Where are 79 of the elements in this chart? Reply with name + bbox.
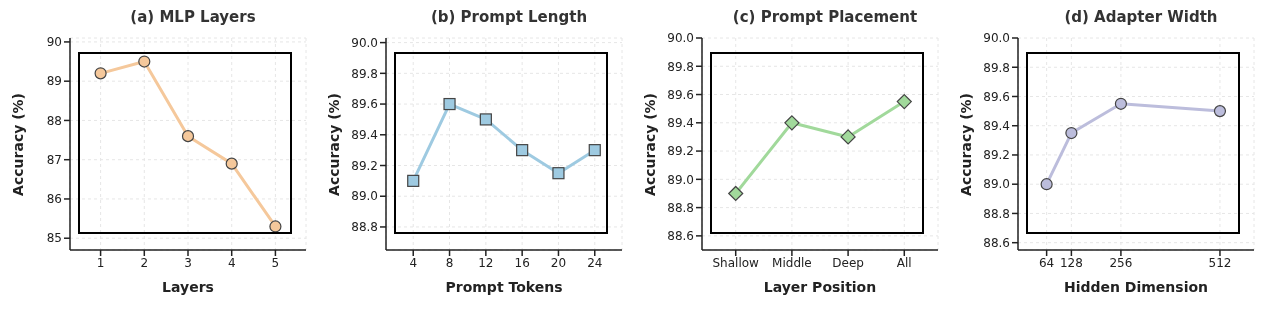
x-axis-title: Hidden Dimension [1063,279,1209,295]
y-tick-label: 89.8 [351,66,378,81]
y-tick-label: 90 [46,35,62,50]
point [552,167,565,180]
point [138,55,151,68]
y-tick-label: 88.6 [983,235,1010,250]
point [443,97,456,111]
y-tick-label: 90.0 [351,35,378,50]
y-tick-label: 89.2 [351,158,378,173]
y-axis-title: Accuracy (%) [326,92,342,196]
x-tick-label: 5 [271,255,280,270]
chart-title: (c) Prompt Placement [731,8,919,28]
x-tick-label: 2 [140,255,149,270]
point [1040,178,1053,191]
point [407,174,420,187]
x-tick-label: Shallow [712,255,760,270]
x-tick-label: Middle [772,255,812,270]
y-tick-label: 90.0 [983,31,1010,46]
y-tick-label: 86 [46,192,62,207]
x-tick-label: All [896,255,912,270]
x-tick-label: 256 [1109,255,1133,270]
chart-title: (d) Adapter Width [1063,8,1219,28]
x-tick-label: 24 [587,255,603,270]
x-axis-title: Layer Position [763,279,877,295]
x-tick-label: 64 [1038,255,1055,270]
y-tick-label: 89.0 [983,177,1010,192]
x-tick-label: 1 [96,255,105,270]
y-tick-label: 88.8 [983,206,1010,221]
point [1065,126,1078,140]
y-axis-title: Accuracy (%) [642,92,658,196]
x-tick-label: 128 [1059,255,1083,270]
point [1213,105,1227,118]
point [181,130,195,143]
point [1114,97,1128,110]
x-tick-label: 20 [550,255,567,270]
y-tick-label: 88.6 [667,229,694,244]
y-tick-label: 89 [46,74,62,89]
y-tick-label: 89.8 [667,59,694,74]
y-tick-label: 89.0 [667,172,694,187]
point [896,94,912,110]
y-tick-label: 89.0 [351,189,378,204]
point [784,115,800,131]
y-tick-label: 87 [46,152,62,167]
y-tick-label: 88.8 [351,220,378,235]
y-tick-label: 89.6 [351,97,378,112]
y-tick-label: 89.4 [351,128,378,143]
point [728,185,744,202]
x-tick-label: 16 [514,255,530,270]
x-axis-title: Layers [162,279,214,295]
point [479,113,492,126]
point [588,144,601,157]
y-tick-label: 88.8 [667,200,694,215]
y-tick-label: 89.4 [983,118,1010,133]
x-tick-label: 3 [184,255,192,270]
y-axis-title: Accuracy (%) [10,92,26,196]
point [840,129,856,145]
y-tick-label: 89.4 [667,116,694,131]
y-tick-label: 89.2 [983,148,1010,163]
chart-title: (a) MLP Layers [129,8,257,28]
x-axis-title: Prompt Tokens [445,279,563,295]
point [269,220,282,233]
x-tick-label: 4 [227,255,236,270]
y-tick-label: 85 [46,231,62,246]
x-tick-label: 512 [1208,255,1232,270]
y-tick-label: 89.2 [667,144,694,159]
y-tick-label: 88 [46,113,62,128]
y-axis-title: Accuracy (%) [958,92,974,196]
y-tick-label: 89.6 [983,89,1010,104]
chart-title: (b) Prompt Length [429,8,589,28]
x-tick-label: 4 [409,255,418,270]
x-tick-label: 8 [445,255,454,270]
point [94,67,107,80]
point [225,157,238,170]
y-tick-label: 89.8 [983,60,1010,75]
y-tick-label: 89.6 [667,87,694,102]
point [516,144,529,157]
y-tick-label: 90.0 [667,31,694,46]
x-tick-label: 12 [478,255,494,270]
x-tick-label: Deep [832,255,864,270]
